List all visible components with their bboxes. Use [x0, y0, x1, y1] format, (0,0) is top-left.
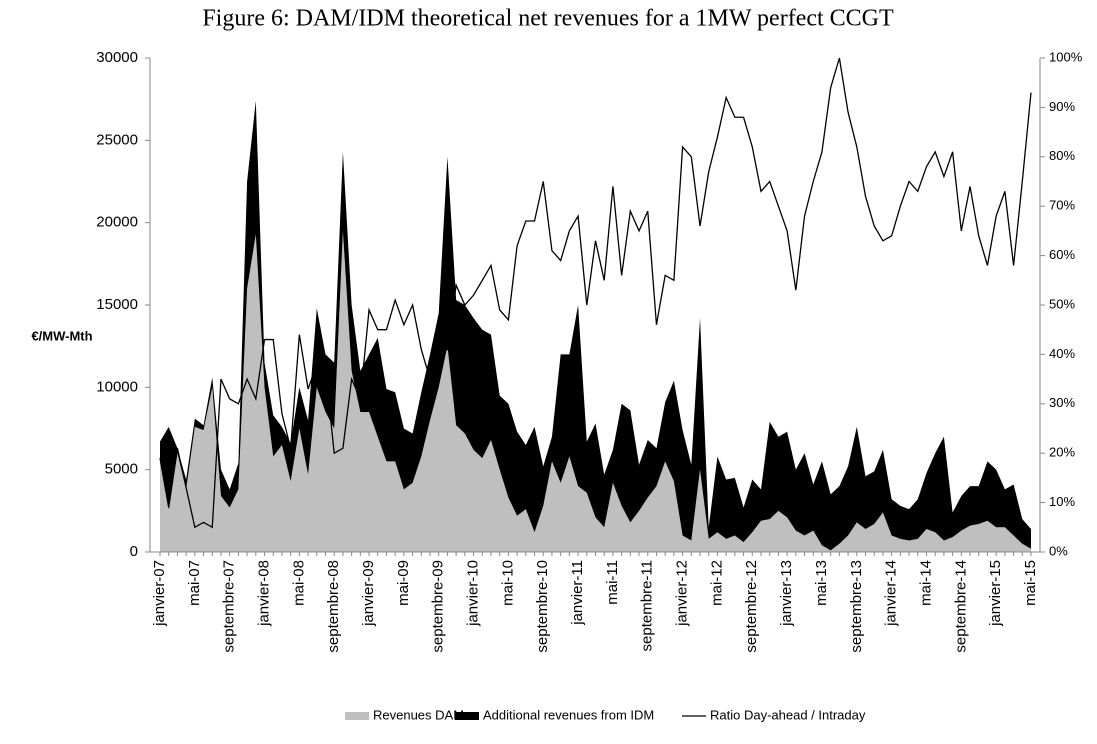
- legend-swatch: [455, 712, 479, 720]
- x-tick-label: janvier-10: [465, 560, 482, 627]
- line: [159, 57, 1032, 529]
- x-tick-label: janvier-12: [674, 560, 691, 627]
- y2-tick-label: 10%: [1049, 494, 1075, 509]
- y-tick-label: 30000: [96, 49, 138, 66]
- x-tick-label: septembre-10: [534, 560, 551, 653]
- x-tick-label: septembre-11: [639, 560, 656, 651]
- x-tick-label: janvier-15: [987, 560, 1004, 627]
- y2-tick-label: 100%: [1049, 49, 1083, 64]
- y2-tick-label: 50%: [1049, 296, 1075, 311]
- area: [160, 230, 1031, 552]
- x-tick-label: mai-07: [186, 560, 203, 606]
- y2-tick-label: 60%: [1049, 247, 1075, 262]
- y-tick-label: 5000: [105, 461, 138, 478]
- y-axis-label: €/MW-Mth: [31, 328, 92, 343]
- x-tick-label: mai-10: [499, 560, 516, 606]
- y-tick-label: 25000: [96, 131, 138, 148]
- area: [160, 100, 1031, 551]
- x-tick-label: mai-14: [917, 560, 934, 606]
- x-tick-label: mai-12: [708, 560, 725, 606]
- x-tick-label: janvier-14: [883, 560, 900, 627]
- x-tick-label: septembre-14: [952, 560, 969, 653]
- x-tick-label: janvier-08: [255, 560, 272, 627]
- legend-label: Additional revenues from IDM: [483, 707, 654, 722]
- y-tick-label: 15000: [96, 296, 138, 313]
- x-tick-label: janvier-11: [569, 560, 586, 626]
- y2-tick-label: 20%: [1049, 445, 1075, 460]
- y2-tick-label: 40%: [1049, 346, 1075, 361]
- chart-title: Figure 6: DAM/IDM theoretical net revenu…: [202, 6, 894, 32]
- x-tick-label: mai-13: [813, 560, 830, 606]
- x-tick-label: mai-15: [1022, 560, 1039, 606]
- y-tick-label: 10000: [96, 378, 138, 395]
- y2-tick-label: 80%: [1049, 148, 1075, 163]
- x-tick-label: mai-08: [290, 560, 307, 606]
- x-tick-label: septembre-13: [848, 560, 865, 653]
- x-tick-label: janvier-13: [778, 560, 795, 627]
- y2-tick-label: 70%: [1049, 198, 1075, 213]
- y2-tick-label: 30%: [1049, 395, 1075, 410]
- legend-swatch: [345, 712, 369, 720]
- x-tick-label: janvier-07: [151, 560, 168, 627]
- y-tick-label: 20000: [96, 214, 138, 231]
- x-tick-label: mai-09: [395, 560, 412, 606]
- legend-label: Revenues DAM: [373, 707, 464, 722]
- x-tick-label: septembre-12: [743, 560, 760, 653]
- x-tick-label: septembre-07: [221, 560, 238, 653]
- y2-tick-label: 90%: [1049, 99, 1075, 114]
- x-tick-label: septembre-09: [430, 560, 447, 653]
- legend-label: Ratio Day-ahead / Intraday: [710, 707, 866, 722]
- x-tick-label: mai-11: [604, 560, 621, 605]
- x-tick-label: janvier-09: [360, 560, 377, 627]
- y2-tick-label: 0%: [1049, 543, 1068, 558]
- y-tick-label: 0: [130, 543, 138, 560]
- x-tick-label: septembre-08: [325, 560, 342, 653]
